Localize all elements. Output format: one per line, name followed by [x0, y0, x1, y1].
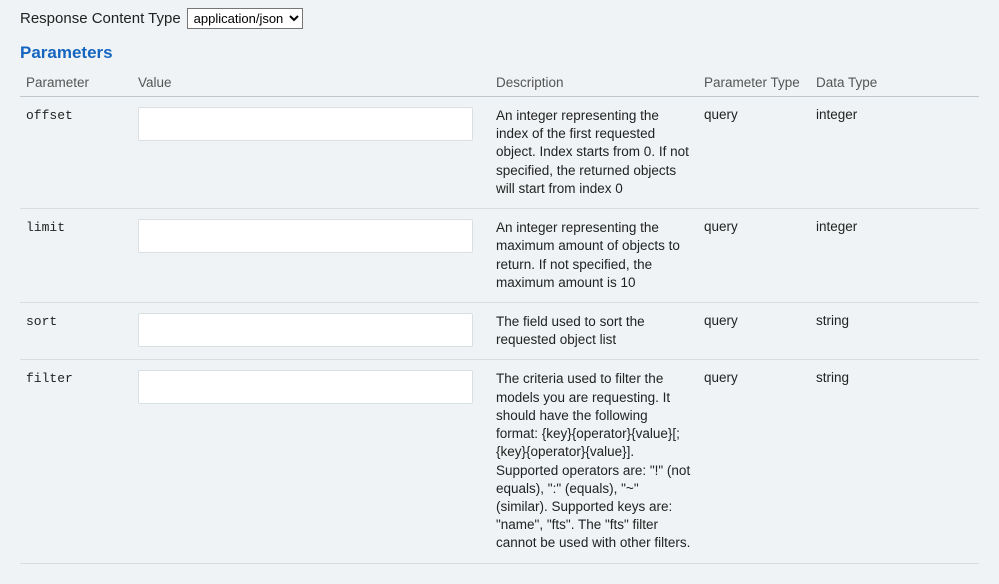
- table-row: limit An integer representing the maximu…: [20, 209, 979, 303]
- col-header-data-type: Data Type: [810, 69, 979, 97]
- table-row: sort The field used to sort the requeste…: [20, 302, 979, 359]
- param-name: offset: [26, 108, 73, 123]
- param-data-type: integer: [810, 209, 979, 303]
- param-type: query: [698, 97, 810, 209]
- param-description: The field used to sort the requested obj…: [496, 313, 692, 349]
- param-name: sort: [26, 314, 57, 329]
- param-description: An integer representing the index of the…: [496, 107, 692, 198]
- col-header-parameter: Parameter: [20, 69, 132, 97]
- param-data-type: string: [810, 302, 979, 359]
- param-value-input[interactable]: [138, 370, 473, 404]
- col-header-value: Value: [132, 69, 490, 97]
- param-value-input[interactable]: [138, 107, 473, 141]
- param-data-type: string: [810, 360, 979, 563]
- param-data-type: integer: [810, 97, 979, 209]
- table-row: offset An integer representing the index…: [20, 97, 979, 209]
- param-type: query: [698, 360, 810, 563]
- api-doc-panel: Response Content Type application/json P…: [0, 0, 999, 584]
- col-header-parameter-type: Parameter Type: [698, 69, 810, 97]
- param-description: The criteria used to filter the models y…: [496, 370, 692, 552]
- param-type: query: [698, 302, 810, 359]
- parameters-table: Parameter Value Description Parameter Ty…: [20, 69, 979, 564]
- parameters-tbody: offset An integer representing the index…: [20, 97, 979, 564]
- response-content-type-select[interactable]: application/json: [187, 8, 303, 29]
- param-name: filter: [26, 371, 73, 386]
- param-description: An integer representing the maximum amou…: [496, 219, 692, 292]
- response-content-type-label: Response Content Type: [20, 10, 181, 27]
- parameters-heading: Parameters: [20, 43, 979, 63]
- param-name: limit: [26, 220, 65, 235]
- response-content-type-row: Response Content Type application/json: [20, 8, 979, 29]
- col-header-description: Description: [490, 69, 698, 97]
- table-row: filter The criteria used to filter the m…: [20, 360, 979, 563]
- param-value-input[interactable]: [138, 313, 473, 347]
- param-type: query: [698, 209, 810, 303]
- table-header-row: Parameter Value Description Parameter Ty…: [20, 69, 979, 97]
- param-value-input[interactable]: [138, 219, 473, 253]
